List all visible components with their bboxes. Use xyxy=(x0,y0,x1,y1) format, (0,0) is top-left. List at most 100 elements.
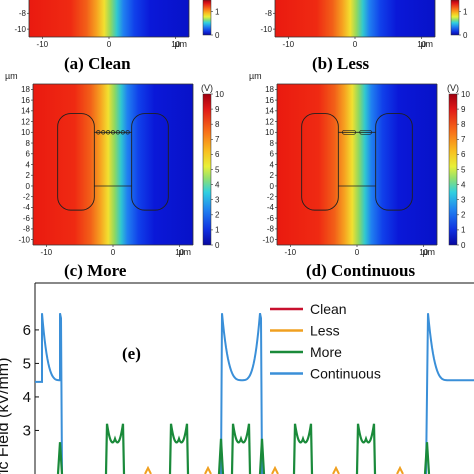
caption-a: (a) Clean xyxy=(64,54,131,73)
colorbar-tick-label: 7 xyxy=(215,135,220,144)
line-more xyxy=(217,438,225,474)
colorbar-tick-label: 0 xyxy=(215,241,220,250)
line-more xyxy=(292,423,314,474)
x-tick-label: 0 xyxy=(353,40,358,49)
colorbar-tick-label: 3 xyxy=(461,196,466,205)
electrode-right xyxy=(375,113,413,211)
field-map xyxy=(29,0,189,37)
colorbar-tick-label: 8 xyxy=(215,120,220,129)
legend-label: Continuous xyxy=(310,366,381,382)
y-tick-label: 18 xyxy=(21,85,30,94)
colorbar-tick-label: 6 xyxy=(461,150,466,159)
defect-segment xyxy=(341,129,357,135)
y-tick-label: 14 xyxy=(21,107,30,116)
line-more xyxy=(258,438,266,474)
y-tick-label: -8 xyxy=(267,225,275,234)
y-unit-label: µm xyxy=(249,71,262,81)
y-tick-label: -2 xyxy=(267,193,275,202)
line-y-tick-label: 5 xyxy=(23,355,31,372)
field-map xyxy=(275,0,435,37)
defect-bead xyxy=(125,130,130,135)
y-tick-label: 10 xyxy=(21,128,30,137)
colorbar-tick-label: 6 xyxy=(215,150,220,159)
y-tick-label: -8 xyxy=(265,9,273,18)
colorbar-tick-label: 8 xyxy=(461,120,466,129)
colorbar-tick-label: 1 xyxy=(461,226,466,235)
x-tick-label: -10 xyxy=(285,248,297,257)
legend-label: Less xyxy=(310,323,340,339)
y-tick-label: -10 xyxy=(14,25,26,34)
line-less xyxy=(332,465,340,474)
line-less xyxy=(144,465,152,474)
x-unit-label: µm xyxy=(422,247,435,257)
x-tick-label: 10 xyxy=(175,248,184,257)
y-tick-label: 0 xyxy=(26,182,31,191)
electrode-right xyxy=(131,113,169,211)
caption-b: (b) Less xyxy=(312,54,370,73)
colorbar-tick-label: 9 xyxy=(215,105,220,114)
x-tick-label: -10 xyxy=(41,248,53,257)
line-continuous xyxy=(35,313,63,474)
colorbar-unit-label: (V) xyxy=(201,83,213,93)
line-more xyxy=(104,423,126,474)
colorbar-tick-label: 3 xyxy=(215,196,220,205)
electrode-left xyxy=(301,113,339,211)
caption-d: (d) Continuous xyxy=(306,261,416,280)
electrode-left xyxy=(57,113,95,211)
x-tick-label: 10 xyxy=(171,40,180,49)
y-tick-label: 18 xyxy=(265,85,274,94)
line-panel-label: (e) xyxy=(122,344,141,363)
colorbar-tick-label: 1 xyxy=(215,7,220,16)
x-tick-label: -10 xyxy=(283,40,295,49)
colorbar xyxy=(448,93,458,246)
colorbar-tick-label: 2 xyxy=(215,211,220,220)
y-tick-label: 12 xyxy=(21,117,30,126)
y-tick-label: 12 xyxy=(265,117,274,126)
y-tick-label: 8 xyxy=(270,139,275,148)
y-tick-label: -4 xyxy=(267,203,275,212)
colorbar-tick-label: 2 xyxy=(461,211,466,220)
colorbar xyxy=(202,93,212,246)
line-more xyxy=(56,442,64,474)
x-tick-label: 0 xyxy=(111,248,116,257)
colorbar-tick-label: 4 xyxy=(461,180,466,189)
y-tick-label: -6 xyxy=(267,214,275,223)
y-tick-label: 2 xyxy=(270,171,275,180)
y-tick-label: 6 xyxy=(270,150,275,159)
line-y-tick-label: 4 xyxy=(23,389,31,406)
y-tick-label: -2 xyxy=(23,193,31,202)
line-continuous xyxy=(425,313,474,474)
defect-bead xyxy=(115,130,121,135)
y-tick-label: -6 xyxy=(23,214,31,223)
colorbar-tick-label: 5 xyxy=(461,165,466,174)
line-y-tick-label: 3 xyxy=(23,422,31,439)
defect-bead xyxy=(110,130,116,135)
y-tick-label: -10 xyxy=(18,235,30,244)
y-tick-label: -8 xyxy=(23,225,31,234)
colorbar-tick-label: 1 xyxy=(215,226,220,235)
line-less xyxy=(271,465,279,474)
colorbar-tick-label: 0 xyxy=(463,31,468,40)
y-tick-label: 10 xyxy=(265,128,274,137)
x-unit-label: µm xyxy=(178,247,191,257)
y-tick-label: 16 xyxy=(265,96,274,105)
y-tick-label: 4 xyxy=(26,160,31,169)
caption-c: (c) More xyxy=(64,261,127,280)
line-more xyxy=(355,423,377,474)
line-more xyxy=(168,423,190,474)
y-tick-label: -10 xyxy=(262,235,274,244)
legend-label: More xyxy=(310,344,342,360)
line-less xyxy=(204,465,212,474)
y-tick-label: -4 xyxy=(23,203,31,212)
colorbar xyxy=(450,0,460,36)
y-tick-label: 8 xyxy=(26,139,31,148)
colorbar-tick-label: 0 xyxy=(215,31,220,40)
y-tick-label: -10 xyxy=(260,25,272,34)
line-less xyxy=(396,465,404,474)
colorbar-tick-label: 10 xyxy=(461,90,470,99)
defect-bead xyxy=(96,130,101,135)
x-tick-label: 0 xyxy=(355,248,360,257)
colorbar-tick-label: 10 xyxy=(215,90,224,99)
